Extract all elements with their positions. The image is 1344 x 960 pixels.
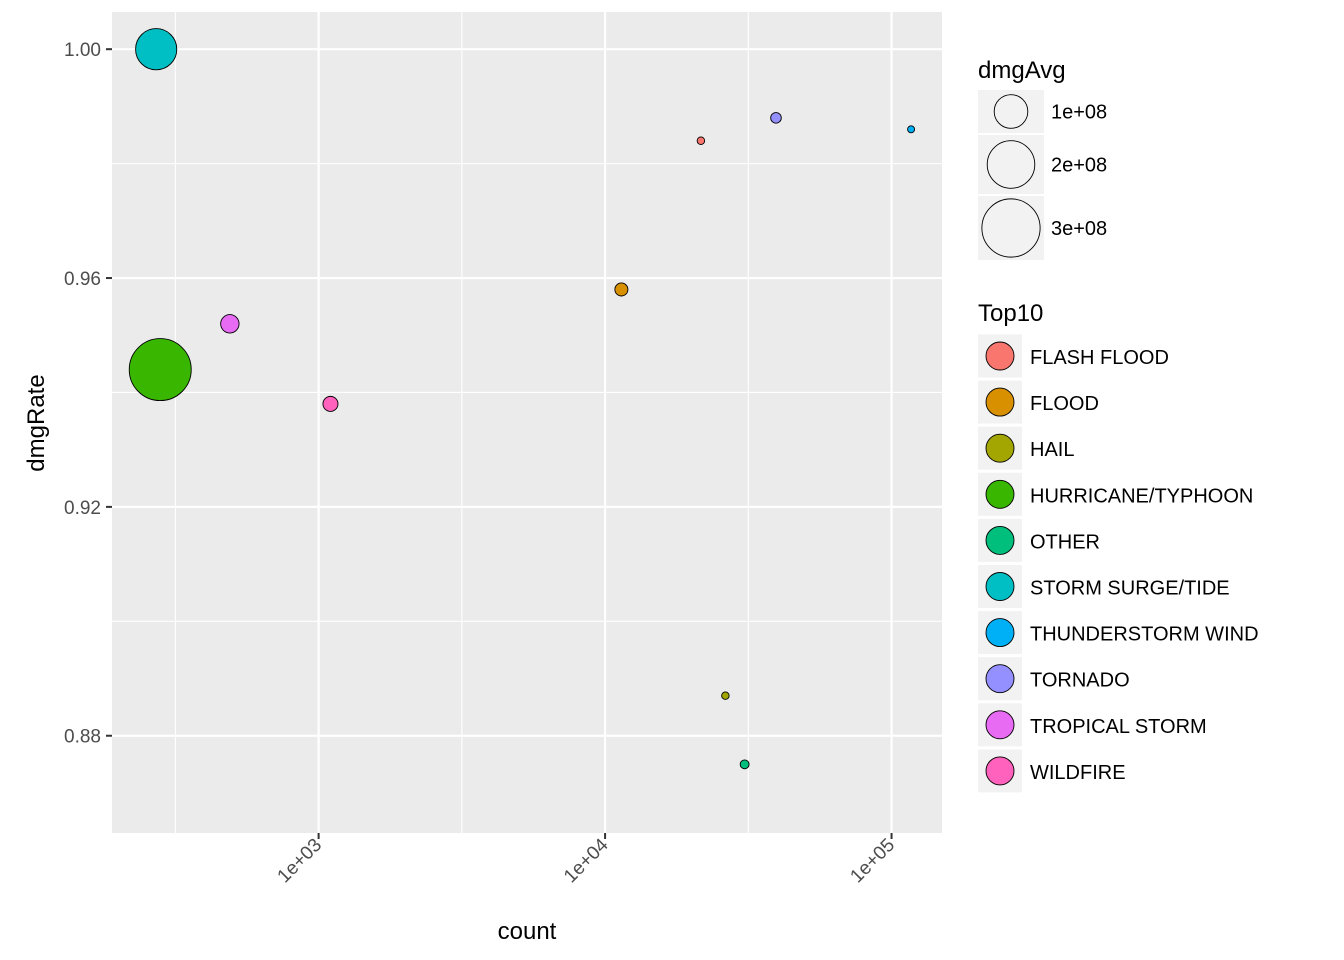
size-legend-label: 2e+08 <box>1051 155 1107 177</box>
fill-legend-label: HAIL <box>1030 439 1074 461</box>
fill-legend-label: WILDFIRE <box>1030 762 1126 784</box>
size-legend-key <box>978 196 1044 260</box>
fill-legend-label: TROPICAL STORM <box>1030 716 1207 738</box>
fill-legend-swatch <box>985 664 1015 694</box>
minor-grid <box>112 12 942 833</box>
fill-legend-label: FLASH FLOOD <box>1030 347 1169 369</box>
fill-legend-swatch <box>985 710 1015 740</box>
major-grid <box>112 12 942 833</box>
fill-legend-swatch <box>985 341 1015 371</box>
x-tick-label: 1e+03 <box>274 835 327 888</box>
point-wildfire <box>322 395 339 412</box>
y-tick-label: 0.92 <box>64 498 101 519</box>
size-legend-label: 1e+08 <box>1051 102 1107 124</box>
point-flood <box>614 282 629 297</box>
point-hurricane-typhoon <box>128 338 192 402</box>
size-legend-title: dmgAvg <box>978 57 1066 84</box>
fill-legend-label: OTHER <box>1030 531 1100 553</box>
fill-legend-swatch <box>985 572 1015 601</box>
y-tick-label: 1.00 <box>64 40 101 61</box>
point-tropical-storm <box>220 314 240 334</box>
fill-legend-label: TORNADO <box>1030 670 1130 692</box>
size-legend-label: 3e+08 <box>1051 218 1107 240</box>
fill-legend-swatch <box>985 756 1015 786</box>
y-axis-title: dmgRate <box>23 374 50 471</box>
point-storm-surge-tide <box>135 28 178 71</box>
x-axis-title: count <box>498 918 557 945</box>
size-legend-circle <box>986 140 1036 189</box>
fill-legend-label: THUNDERSTORM WIND <box>1030 624 1259 646</box>
size-legend-circle <box>993 94 1029 129</box>
point-other <box>739 759 750 770</box>
fill-legend-label: STORM SURGE/TIDE <box>1030 578 1230 600</box>
x-tick-label: 1e+04 <box>560 834 613 887</box>
size-legend-key <box>978 135 1044 194</box>
size-legend-circle <box>981 198 1041 258</box>
point-flash-flood <box>696 136 706 145</box>
y-axis-ticks: 0.88 0.92 0.96 1.00 <box>64 40 112 748</box>
fill-legend: Top10 FLASH FLOOD FLOOD HAIL HURRICANE/TYPH… <box>978 300 1259 793</box>
fill-legend-label: FLOOD <box>1030 393 1099 415</box>
point-tornado <box>770 112 782 124</box>
size-legend: dmgAvg 1e+08 2e+08 3e+08 <box>978 57 1107 260</box>
fill-legend-swatch <box>985 525 1015 555</box>
x-axis-ticks: 1e+03 1e+04 1e+05 <box>274 833 899 888</box>
plot-panel <box>112 12 942 833</box>
fill-legend-label: HURRICANE/TYPHOON <box>1030 485 1253 507</box>
fill-legend-swatch <box>985 618 1015 648</box>
y-tick-label: 0.96 <box>64 269 101 290</box>
x-tick-label: 1e+05 <box>846 835 899 888</box>
y-tick-label: 0.88 <box>64 727 101 748</box>
fill-legend-swatch <box>985 387 1015 417</box>
fill-legend-swatch <box>985 479 1015 509</box>
point-thunderstorm-wind <box>907 125 916 134</box>
size-legend-key <box>978 90 1044 133</box>
point-hail <box>721 691 730 700</box>
fill-legend-swatch <box>985 433 1015 463</box>
fill-legend-title: Top10 <box>978 300 1043 327</box>
data-points <box>128 28 916 770</box>
